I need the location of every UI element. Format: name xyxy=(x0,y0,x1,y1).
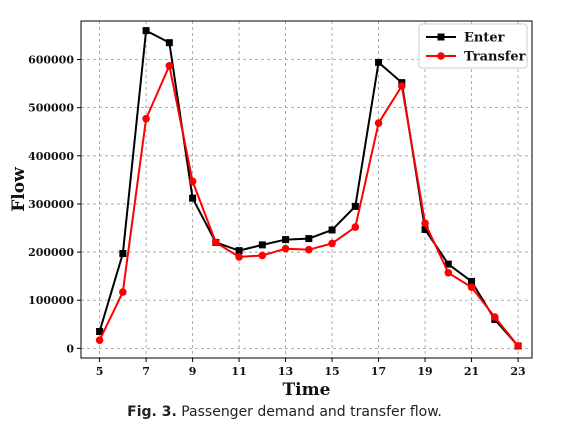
series-line-enter xyxy=(98,29,519,347)
x-tick-label: 11 xyxy=(231,365,246,378)
legend: Enter Transfer xyxy=(418,23,528,69)
y-tick-label: 600000 xyxy=(28,54,74,67)
data-point-transfer xyxy=(305,245,313,254)
data-point-transfer xyxy=(165,61,174,70)
data-point-transfer xyxy=(421,219,429,227)
y-axis-label: Flow xyxy=(9,167,29,212)
x-tick-label: 19 xyxy=(417,365,432,378)
legend-marker xyxy=(437,33,445,41)
data-point-transfer xyxy=(95,336,104,344)
data-point-enter xyxy=(189,194,197,202)
data-point-enter xyxy=(421,225,429,233)
data-point-transfer xyxy=(258,251,267,260)
data-point-transfer xyxy=(444,268,453,277)
x-tick-label: 17 xyxy=(371,365,386,378)
data-point-transfer xyxy=(514,342,522,350)
data-point-transfer xyxy=(491,313,499,321)
legend-item-enter: Enter xyxy=(426,31,505,46)
series-group xyxy=(95,27,522,350)
y-tick-label: 200000 xyxy=(28,246,74,259)
data-point-enter xyxy=(142,27,150,35)
data-point-transfer xyxy=(398,82,406,90)
data-point-enter xyxy=(282,236,290,244)
legend-item-transfer: Transfer xyxy=(426,50,526,65)
data-point-enter xyxy=(328,226,336,234)
data-point-enter xyxy=(351,202,359,210)
data-point-transfer xyxy=(142,114,150,123)
data-point-enter xyxy=(468,277,476,285)
legend-label: Transfer xyxy=(464,50,526,65)
data-point-transfer xyxy=(328,239,336,248)
data-point-enter xyxy=(235,247,243,255)
y-axis: 0 100000 200000 300000 400000 500000 600000 xyxy=(28,54,81,355)
y-tick-label: 500000 xyxy=(28,102,74,115)
data-point-transfer xyxy=(374,119,383,127)
data-point-transfer xyxy=(235,253,243,261)
data-point-transfer xyxy=(119,288,127,296)
x-axis: 5 7 9 11 13 15 17 19 21 23 xyxy=(96,358,526,378)
caption-label: Fig. 3. xyxy=(127,404,177,420)
figure-caption: Fig. 3. Passenger demand and transfer fl… xyxy=(0,404,569,420)
series-transfer xyxy=(95,61,522,350)
x-tick-label: 7 xyxy=(142,365,150,378)
data-point-enter xyxy=(444,260,452,268)
x-tick-label: 23 xyxy=(510,365,525,378)
legend-label: Enter xyxy=(464,31,505,46)
data-point-transfer xyxy=(351,223,360,231)
data-point-transfer xyxy=(281,244,290,253)
y-tick-label: 300000 xyxy=(28,198,74,211)
data-point-enter xyxy=(96,328,104,336)
series-enter xyxy=(96,27,522,350)
x-tick-label: 13 xyxy=(278,365,293,378)
y-tick-label: 400000 xyxy=(28,150,74,163)
data-point-enter xyxy=(119,250,127,258)
plot-frame xyxy=(80,20,533,359)
data-point-enter xyxy=(305,235,313,243)
data-point-enter xyxy=(375,58,383,66)
x-tick-label: 21 xyxy=(464,365,479,378)
y-tick-label: 0 xyxy=(66,342,74,355)
x-tick-label: 5 xyxy=(96,365,104,378)
data-point-transfer xyxy=(212,238,220,247)
data-point-transfer xyxy=(188,177,197,186)
legend-marker xyxy=(437,52,445,60)
x-tick-label: 15 xyxy=(324,365,339,378)
x-tick-label: 9 xyxy=(189,365,197,378)
y-tick-label: 100000 xyxy=(28,294,74,307)
data-point-transfer xyxy=(467,283,476,292)
line-chart: 0 100000 200000 300000 400000 500000 600000 5 7… xyxy=(9,20,533,400)
x-axis-label: Time xyxy=(283,380,331,400)
grid-lines xyxy=(81,21,532,358)
caption-text: Passenger demand and transfer flow. xyxy=(181,404,442,420)
data-point-enter xyxy=(258,241,266,249)
data-point-enter xyxy=(165,39,173,47)
